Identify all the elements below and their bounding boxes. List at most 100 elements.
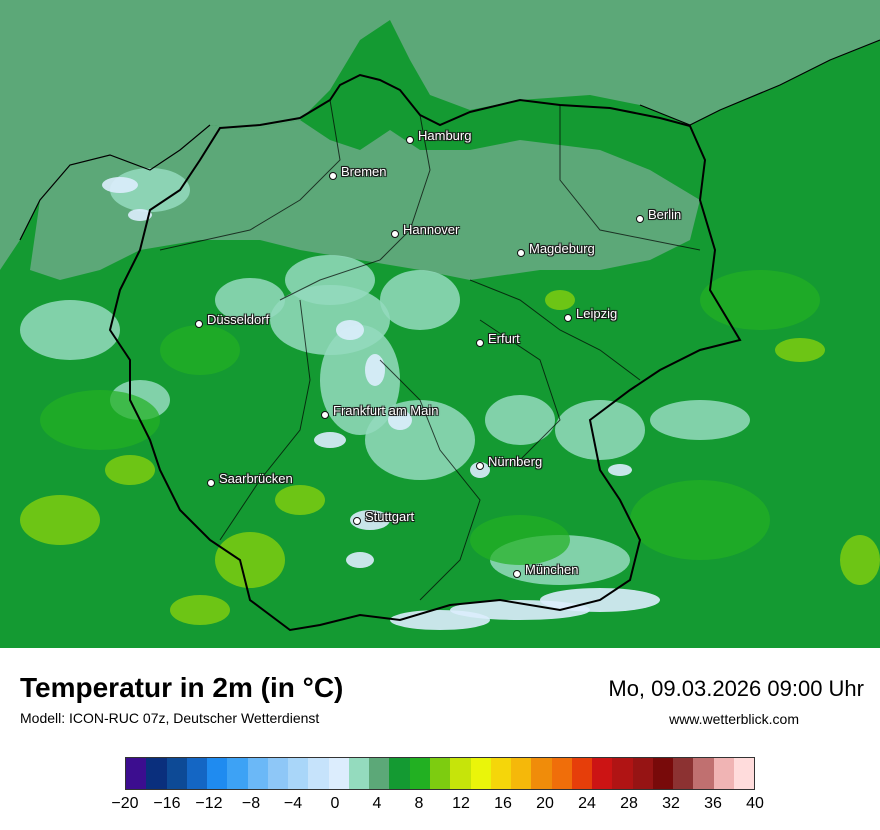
legend-swatch: [146, 758, 167, 789]
cold-patch: [314, 432, 346, 448]
legend-swatch: [166, 758, 187, 789]
city-label-muenchen: München: [525, 562, 579, 577]
state-border: [469, 279, 641, 381]
city-marker-muenchen: [513, 570, 521, 578]
city-marker-nuernberg: [476, 462, 484, 470]
warm-patch: [275, 485, 325, 515]
legend-swatch: [369, 758, 390, 789]
legend-swatch: [186, 758, 208, 789]
coastline-west: [19, 124, 211, 241]
city-label-berlin: Berlin: [648, 207, 682, 222]
legend-tick: 24: [578, 795, 596, 812]
warm-patch: [170, 595, 230, 625]
legend-swatch: [612, 758, 633, 789]
cold-patch: [336, 320, 364, 340]
legend-swatch: [429, 758, 451, 789]
cold-patch: [450, 600, 590, 620]
legend-tick: 36: [704, 795, 722, 812]
city-label-hannover: Hannover: [403, 222, 460, 237]
state-border: [219, 299, 311, 541]
warm-patch: [105, 455, 155, 485]
city-marker-erfurt: [476, 339, 484, 347]
city-marker-hamburg: [406, 136, 414, 144]
legend-tick: 16: [494, 795, 512, 812]
city-label-leipzig: Leipzig: [576, 306, 618, 321]
legend-swatch: [511, 758, 532, 789]
legend-tick: 0: [330, 795, 340, 812]
coastline-baltic: [639, 39, 880, 126]
frost-patch: [555, 400, 645, 460]
temperature-map[interactable]: Hamburg Bremen Hannover Berlin Magdeburg Düss…: [0, 0, 880, 648]
cold-patch: [388, 410, 412, 430]
legend-swatch: [713, 758, 734, 789]
city-marker-bremen: [329, 172, 337, 180]
warm-patch: [20, 495, 100, 545]
city-marker-stuttgart: [353, 517, 361, 525]
frost-patch: [485, 395, 555, 445]
city-label-erfurt: Erfurt: [488, 331, 520, 346]
legend-swatch: [247, 758, 268, 789]
city-marker-duesseldorf: [195, 320, 203, 328]
city-label-magdeburg: Magdeburg: [529, 241, 595, 256]
legend-tick: 12: [452, 795, 470, 812]
city-marker-hannover: [391, 230, 399, 238]
state-border: [159, 99, 341, 251]
state-border: [479, 319, 561, 461]
legend-swatch: [409, 758, 430, 789]
legend-swatch: [632, 758, 653, 789]
warm-patch: [545, 290, 575, 310]
legend-tick: −8: [241, 795, 261, 812]
frost-patch: [320, 325, 400, 435]
state-border: [279, 114, 431, 301]
legend-swatch: [267, 758, 289, 789]
cold-patch: [350, 510, 390, 530]
cold-patch: [346, 552, 374, 568]
legend-swatch: [470, 758, 491, 789]
legend-swatch: [531, 758, 552, 789]
legend-swatch: [571, 758, 593, 789]
germany-border: [108, 73, 742, 632]
city-label-frankfurt: Frankfurt am Main: [333, 403, 439, 418]
model-info: Modell: ICON-RUC 07z, Deutscher Wetterdi…: [20, 710, 320, 726]
legend-swatch: [227, 758, 248, 789]
legend-swatch: [328, 758, 349, 789]
land-patch: [40, 390, 160, 450]
legend-tick: 4: [372, 795, 382, 812]
city-label-nuernberg: Nürnberg: [488, 454, 543, 469]
legend-swatch: [693, 758, 714, 789]
color-legend-bar: [125, 757, 755, 790]
legend-swatch: [673, 758, 694, 789]
city-marker-frankfurt: [321, 411, 329, 419]
legend-swatch: [652, 758, 674, 789]
land-patch: [160, 325, 240, 375]
cold-patch: [102, 177, 138, 193]
city-marker-berlin: [636, 215, 644, 223]
land-patch: [700, 270, 820, 330]
cold-patch: [470, 462, 490, 478]
legend-swatch: [126, 758, 147, 789]
cold-patch: [365, 354, 385, 386]
state-border: [379, 359, 481, 601]
frost-patch: [20, 300, 120, 360]
city-label-duesseldorf: Düsseldorf: [207, 312, 270, 327]
city-marker-magdeburg: [517, 249, 525, 257]
legend-swatch: [733, 758, 755, 789]
map-canvas: [0, 0, 880, 648]
city-label-hamburg: Hamburg: [418, 128, 472, 143]
land-patch: [630, 480, 770, 560]
warm-patch: [215, 532, 285, 588]
cold-patch: [128, 209, 152, 221]
legend-swatch: [490, 758, 512, 789]
legend-swatch: [207, 758, 228, 789]
legend-tick: −20: [111, 795, 139, 812]
cold-patch: [390, 610, 490, 630]
legend-tick: 20: [536, 795, 554, 812]
legend-tick: −4: [283, 795, 303, 812]
website-link[interactable]: www.wetterblick.com: [669, 711, 799, 727]
legend-tick: 32: [662, 795, 680, 812]
warm-patch: [775, 338, 825, 362]
warm-patch: [840, 535, 880, 585]
legend-swatch: [389, 758, 410, 789]
city-label-saarbruecken: Saarbrücken: [219, 471, 293, 486]
legend-swatch: [551, 758, 572, 789]
